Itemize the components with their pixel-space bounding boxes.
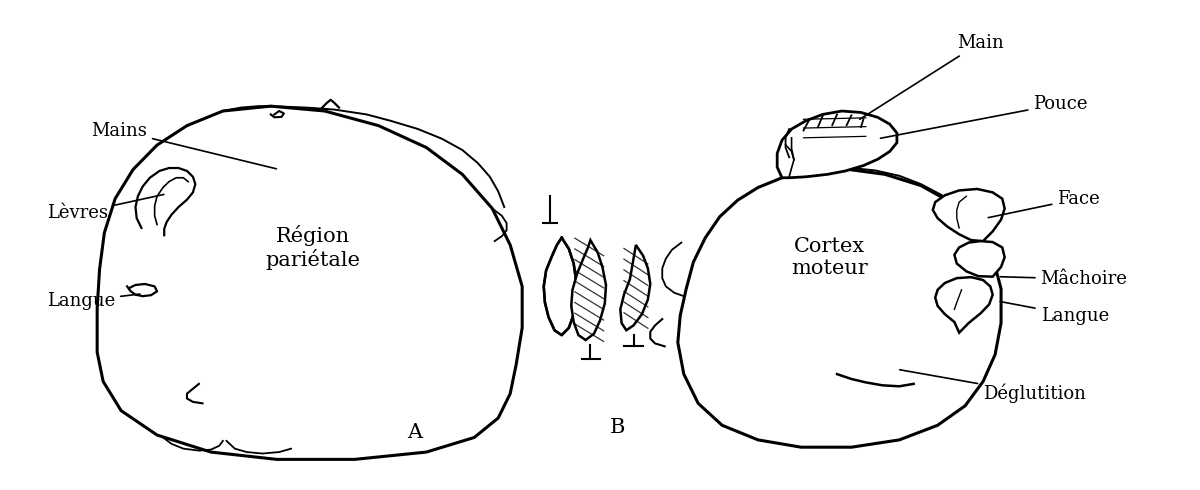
Polygon shape bbox=[954, 241, 1004, 277]
Text: Langue: Langue bbox=[1001, 301, 1109, 325]
Text: Région
pariétale: Région pariétale bbox=[265, 225, 360, 270]
Text: Face: Face bbox=[989, 190, 1100, 218]
Polygon shape bbox=[678, 170, 1001, 447]
Text: Déglutition: Déglutition bbox=[900, 370, 1086, 403]
Polygon shape bbox=[97, 106, 522, 460]
Polygon shape bbox=[571, 240, 606, 340]
Text: Lèvres: Lèvres bbox=[47, 195, 164, 222]
Text: Mains: Mains bbox=[91, 122, 276, 169]
Text: Cortex
moteur: Cortex moteur bbox=[792, 237, 869, 278]
Text: Mâchoire: Mâchoire bbox=[1001, 270, 1128, 288]
Polygon shape bbox=[932, 189, 1004, 241]
Text: B: B bbox=[611, 418, 625, 437]
Text: Langue: Langue bbox=[47, 292, 140, 310]
Polygon shape bbox=[544, 238, 576, 335]
Polygon shape bbox=[778, 111, 896, 178]
Text: Pouce: Pouce bbox=[881, 95, 1088, 138]
Polygon shape bbox=[935, 277, 992, 333]
Text: Main: Main bbox=[859, 34, 1003, 119]
Polygon shape bbox=[620, 245, 650, 330]
Text: A: A bbox=[407, 423, 422, 442]
